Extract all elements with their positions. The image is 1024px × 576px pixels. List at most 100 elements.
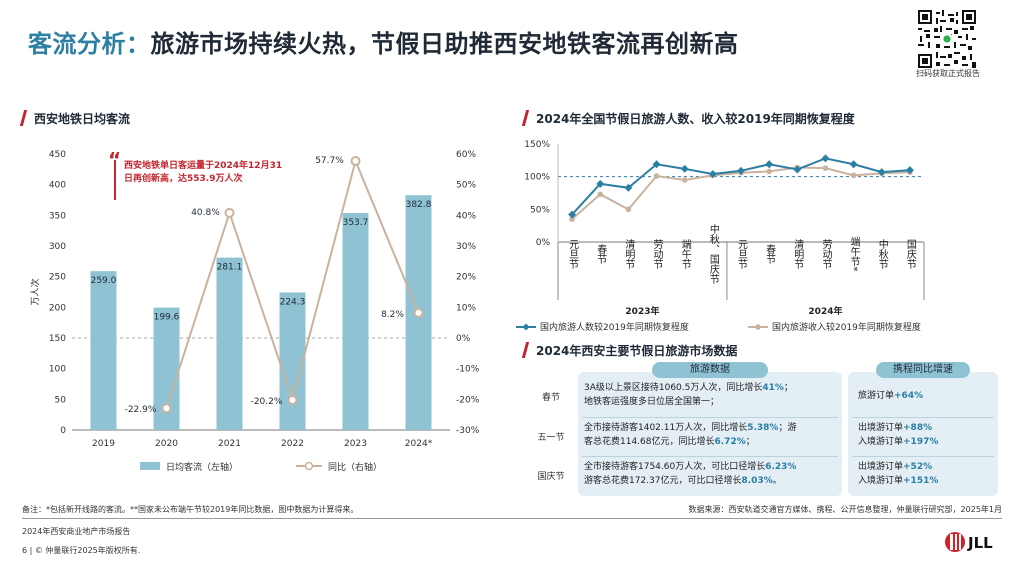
legend-visitors-marker: [522, 323, 530, 331]
row-label-spring: 春节: [541, 393, 560, 403]
y-right-tick-label: 40%: [456, 211, 476, 221]
x-tick-label: 元旦节: [736, 239, 748, 270]
bar-value-label: 353.7: [343, 218, 369, 228]
row-divider: [582, 456, 838, 457]
mayday-ctrip-in: 入境游订单+197%: [858, 437, 939, 447]
y-left-tick-label: 0: [60, 426, 66, 436]
yoy-value-label: 8.2%: [381, 310, 404, 320]
y-left-tick-label: 50: [55, 395, 67, 405]
y-right-tick-label: -30%: [456, 426, 480, 436]
yoy-point: [224, 207, 235, 218]
x-tick-label: 2021: [218, 439, 241, 449]
x-tick-label: 端午节*: [848, 235, 860, 271]
bar-value-label: 199.6: [154, 313, 180, 323]
report-name: 2024年西安商业地产市场报告: [22, 527, 131, 536]
x-tick-label: 清明节: [623, 238, 635, 270]
x-tick-label: 2019: [92, 439, 115, 449]
section-marker: [19, 110, 28, 126]
holiday-table: 旅游数据 携程同比增速 春节 3A级以上景区接待1060.5万人次，同比增长41…: [524, 362, 1006, 498]
row-label-national: 国庆节: [537, 472, 565, 482]
legend-bar-swatch: [140, 462, 160, 470]
y-right-tick-label: 10%: [456, 303, 476, 313]
yoy-point: [350, 156, 361, 167]
bar-2021: [216, 257, 243, 430]
category-group-label: 2024年: [808, 305, 842, 317]
holiday-recovery-chart: 0%50%100%150%元旦节 春节 清明节 劳动节 端午节 中秋、国庆节 元旦节 春节 清明…: [516, 140, 925, 333]
y-right-tick-label: 30%: [456, 242, 476, 252]
x-tick-label: 2022: [281, 439, 304, 449]
revenue-point: [569, 216, 575, 222]
y-tick-label: 50%: [530, 205, 550, 215]
row-divider: [852, 417, 994, 418]
x-tick-label: 2023: [344, 439, 367, 449]
x-tick-label: 中秋、国庆节: [707, 223, 719, 285]
table-title: 2024年西安主要节假日旅游市场数据: [536, 344, 738, 358]
y-left-tick-label: 250: [49, 273, 66, 283]
visitor-point: [652, 160, 661, 169]
bar-value-label: 224.3: [280, 297, 306, 307]
legend-line-label: 同比（右轴）: [328, 461, 382, 473]
jll-logo: JLL: [945, 532, 993, 552]
tourism-header: 旅游数据: [652, 362, 768, 378]
qr-caption: 扫码获取正式报告: [916, 69, 980, 78]
y-left-tick-label: 300: [49, 242, 66, 252]
yoy-value-label: -22.9%: [125, 405, 157, 415]
bar-2019: [90, 271, 117, 430]
right-chart-title: 2024年全国节假日旅游人数、收入较2019年同期恢复程度: [536, 112, 855, 126]
yoy-point: [161, 403, 172, 414]
row-label-mayday: 五一节: [537, 433, 565, 443]
y-right-tick-label: 0%: [456, 334, 471, 344]
y-right-tick-label: 60%: [456, 150, 476, 160]
x-tick-label: 春节: [764, 244, 776, 265]
x-tick-label: 清明节: [792, 238, 804, 270]
visitor-point: [624, 183, 633, 192]
yoy-point: [413, 307, 424, 318]
visitor-point: [765, 160, 774, 169]
revenue-point: [822, 165, 829, 171]
revenue-point: [597, 191, 604, 198]
row-divider: [852, 456, 994, 457]
x-tick-label: 劳动节: [651, 238, 663, 270]
y-left-tick-label: 450: [49, 150, 66, 160]
national-ctrip-in: 入境游订单+151%: [858, 476, 939, 486]
callout-bar: [114, 160, 116, 200]
y-left-tick-label: 150: [49, 334, 66, 344]
bar-value-label: 281.1: [217, 263, 243, 273]
visitor-point: [680, 164, 689, 173]
mayday-line1: 全市接待游客1402.11万人次，同比增长5.38%；游: [584, 423, 797, 433]
tourism-column-bg: [578, 372, 842, 496]
row-divider: [582, 417, 838, 418]
revenue-point: [653, 173, 660, 179]
legend-bar-label: 日均客流（左轴）: [166, 461, 238, 473]
y-right-tick-label: 20%: [456, 273, 476, 283]
legend-visitors-label: 国内旅游人数较2019年同期恢复程度: [540, 321, 689, 333]
bar-value-label: 259.0: [91, 276, 117, 286]
yoy-point: [287, 394, 298, 405]
section-marker: [521, 110, 530, 126]
legend-line-marker: [304, 461, 314, 471]
revenue-point: [625, 206, 632, 213]
y-left-tick-label: 200: [49, 303, 66, 313]
revenue-point: [766, 168, 772, 175]
daily-ridership-chart: 0 50 100 150 200 250 300 350 400 450 -30% -20% -10% 0…: [29, 150, 480, 473]
national-line1: 全市接待游客1754.60万人次，可比口径增长6.23%: [584, 462, 797, 472]
revenue-point: [850, 172, 857, 179]
y-right-tick-label: 50%: [456, 181, 476, 191]
spring-line1: 3A级以上景区接待1060.5万人次，同比增长41%；: [584, 383, 793, 393]
visitor-point: [849, 160, 858, 169]
x-tick-label: 元旦节: [567, 239, 579, 270]
x-tick-label: 2024*: [405, 439, 433, 449]
x-tick-label: 国庆节: [904, 239, 916, 270]
data-source: 数据来源：西安轨道交通官方媒体、携程、公开信息整理，仲量联行研究部，2025年1…: [688, 505, 1002, 514]
x-tick-label: 中秋节: [876, 238, 888, 270]
y-right-tick-label: -10%: [456, 365, 480, 375]
legend-revenue-label: 国内旅游收入较2019年同期恢复程度: [772, 321, 921, 333]
spring-line2: 地铁客运强度多日位居全国第一；: [584, 397, 720, 407]
y-right-tick-label: -20%: [456, 395, 480, 405]
ctrip-header: 携程同比增速: [876, 362, 970, 378]
national-ctrip-out: 出境游订单+52%: [858, 462, 933, 472]
bar-2022: [279, 292, 306, 430]
bar-value-label: 382.8: [406, 200, 432, 210]
qr-code: [918, 10, 976, 68]
x-tick-label: 端午节: [679, 238, 691, 270]
